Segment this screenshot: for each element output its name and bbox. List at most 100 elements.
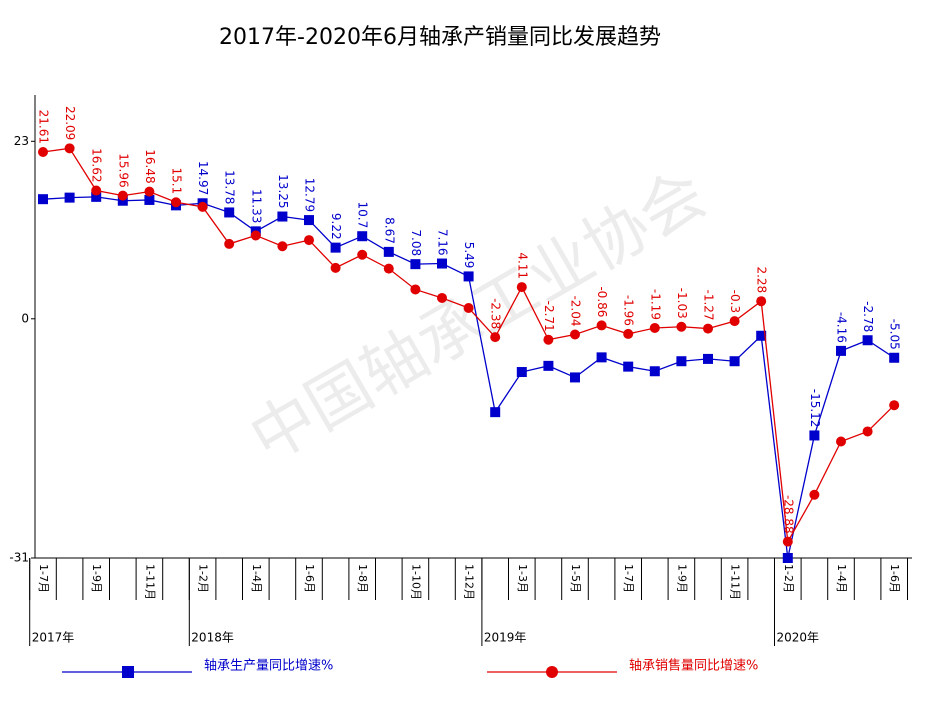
- legend-marker: [122, 666, 134, 678]
- marker: [782, 553, 793, 563]
- x-group-label: 2017年: [32, 631, 75, 645]
- data-label: 4.11: [515, 252, 529, 279]
- data-label: 14.97: [196, 161, 210, 195]
- marker: [543, 360, 554, 371]
- marker: [383, 246, 394, 257]
- data-label: -0.86: [595, 286, 609, 317]
- data-label: -2.78: [861, 301, 875, 332]
- x-tick-label: 1-2月: [782, 564, 795, 593]
- marker: [144, 186, 155, 197]
- marker: [463, 271, 474, 282]
- marker: [649, 366, 660, 377]
- marker: [676, 356, 687, 367]
- marker: [38, 147, 48, 158]
- x-tick-label: 1-4月: [250, 564, 263, 593]
- marker: [756, 296, 767, 307]
- marker: [676, 321, 687, 332]
- data-label: -28.88: [781, 495, 795, 534]
- x-tick-label: 1-12月: [463, 564, 476, 600]
- data-label: -2.04: [569, 295, 583, 326]
- marker: [836, 345, 846, 356]
- y-tick-label: -31: [9, 551, 29, 565]
- x-tick-label: 1-8月: [356, 564, 369, 593]
- x-tick-label: 1-9月: [90, 564, 103, 593]
- data-label: 12.79: [303, 178, 317, 212]
- marker: [277, 211, 288, 222]
- x-tick-label: 1-7月: [622, 564, 635, 593]
- data-label: -2.38: [489, 298, 503, 329]
- x-tick-label: 1-7月: [37, 564, 50, 593]
- marker: [809, 430, 820, 441]
- marker: [91, 185, 102, 196]
- data-label: -1.19: [648, 289, 662, 320]
- marker: [304, 215, 314, 226]
- data-label: 10.7: [356, 201, 370, 228]
- marker: [250, 230, 261, 241]
- x-group-label: 2020年: [777, 631, 820, 645]
- x-tick-label: 1-10月: [409, 564, 422, 600]
- x-tick-label: 1-11月: [143, 564, 156, 600]
- marker: [357, 231, 368, 242]
- marker: [91, 191, 102, 202]
- x-tick-label: 1-3月: [516, 564, 529, 593]
- data-label: -1.96: [622, 295, 636, 326]
- x-tick-label: 1-6月: [303, 564, 316, 593]
- data-label: 16.48: [143, 149, 157, 183]
- data-label: 5.49: [462, 242, 476, 269]
- x-tick-label: 1-5月: [569, 564, 582, 593]
- data-label: -15.12: [808, 389, 822, 428]
- legend-label: 轴承生产量同比增速%: [204, 659, 333, 674]
- marker: [543, 334, 554, 345]
- data-label: 7.08: [409, 229, 423, 256]
- marker: [862, 426, 873, 437]
- marker: [64, 192, 75, 203]
- x-tick-label: 1-6月: [888, 564, 901, 593]
- data-label: 8.67: [382, 217, 396, 244]
- marker: [889, 352, 900, 363]
- x-tick-label: 1-2月: [197, 564, 210, 593]
- x-tick-label: 1-11月: [729, 564, 742, 600]
- marker: [836, 436, 846, 447]
- marker: [570, 372, 580, 383]
- marker: [729, 316, 740, 327]
- data-label: 7.16: [436, 229, 450, 256]
- marker: [862, 335, 873, 346]
- marker: [437, 258, 447, 269]
- marker: [516, 282, 527, 293]
- data-label: -1.03: [675, 288, 689, 319]
- marker: [782, 536, 793, 547]
- marker: [649, 322, 660, 333]
- data-label: 9.22: [329, 213, 343, 240]
- data-label: 2.28: [755, 266, 769, 293]
- x-tick-label: 1-4月: [835, 564, 848, 593]
- marker: [623, 361, 634, 372]
- marker: [64, 143, 75, 154]
- marker: [197, 201, 208, 212]
- x-tick-label: 1-9月: [675, 564, 688, 593]
- data-label: -2.71: [542, 301, 556, 332]
- marker: [330, 262, 341, 273]
- marker: [623, 328, 634, 339]
- chart-title: 2017年-2020年6月轴承产销量同比发展趋势: [219, 25, 661, 50]
- marker: [410, 259, 421, 270]
- data-label: 22.09: [63, 106, 77, 140]
- marker: [889, 400, 900, 411]
- data-label: -0.3: [728, 290, 742, 313]
- data-label: -5.05: [888, 319, 902, 350]
- marker: [703, 353, 713, 364]
- marker: [117, 190, 128, 201]
- x-group-label: 2018年: [191, 631, 234, 645]
- marker: [38, 194, 48, 205]
- data-label: 21.61: [37, 110, 51, 144]
- data-label: -1.27: [702, 290, 716, 321]
- marker: [596, 320, 607, 331]
- marker: [437, 292, 447, 303]
- marker: [729, 356, 740, 367]
- marker: [490, 407, 501, 418]
- marker: [330, 242, 341, 253]
- data-label: 13.78: [223, 170, 237, 204]
- x-group-label: 2019年: [484, 631, 527, 645]
- marker: [171, 197, 181, 208]
- marker: [570, 329, 580, 340]
